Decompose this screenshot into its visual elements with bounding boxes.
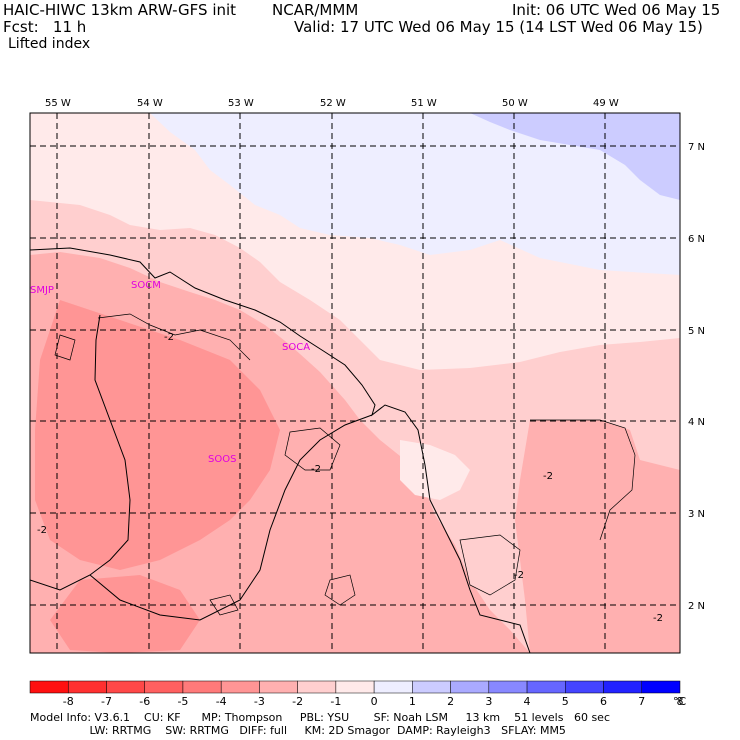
station-soos: SOOS [208,454,236,465]
lon-label: 52 W [320,98,346,109]
colorbar-swatch [259,680,298,694]
border-west [30,314,131,591]
contour-label: -2 [514,570,524,581]
colorbar-tick: -5 [177,695,188,708]
colorbar-swatch [220,680,260,694]
field-positive-band [150,113,680,275]
lon-label: 54 W [137,98,163,109]
colorbar-swatch [412,680,451,694]
colorbar-tick: 2 [447,695,454,708]
init-time: Init: 06 UTC Wed 06 May 15 [512,1,721,19]
lat-labels: 7 N 6 N 5 N 4 N 3 N 2 N [688,142,705,612]
colorbar-tick: 3 [485,695,492,708]
contour-label: -2 [311,464,321,475]
field-minus3-band [35,300,280,570]
station-soca: SOCA [282,342,310,353]
coastlines [30,247,531,653]
map-frame [29,112,681,654]
lon-label: 49 W [593,98,619,109]
colorbar-swatch [182,680,222,694]
field-dry-patch-2 [460,535,520,595]
station-socm: SOCM [131,280,161,291]
colorbar-tick: -3 [254,695,265,708]
model-info-line2: LW: RRTMG SW: RRTMG DIFF: full KM: 2D Sm… [30,724,566,737]
colorbar-swatch [450,680,490,694]
colorbar-tick: -7 [101,695,112,708]
valid-time: Valid: 17 UTC Wed 06 May 15 (14 LST Wed … [294,18,703,36]
border-east [89,414,373,621]
colorbar-tick: 6 [600,695,607,708]
model-title: HAIC-HIWC 13km ARW-GFS init [3,1,237,19]
colorbar-unit: °C [673,695,687,708]
colorbar-tick: 1 [409,695,416,708]
colorbar-tick: -1 [330,695,341,708]
field-minus3-south [50,575,200,653]
colorbar-swatch [29,680,69,694]
colorbar-tick: -4 [216,695,227,708]
contour-label: -2 [37,525,47,536]
field-name: Lifted index [8,36,91,52]
colorbar-swatch [297,680,337,694]
colorbar-swatch [144,680,184,694]
colorbar-tick: 4 [524,695,531,708]
colorbar-tick: 7 [638,695,645,708]
lat-label: 7 N [688,142,705,153]
lat-label: 5 N [688,326,705,337]
lat-label: 2 N [688,601,705,612]
lon-label: 51 W [411,98,437,109]
lat-label: 3 N [688,509,705,520]
lat-label: 4 N [688,417,705,428]
lat-lon-grid [30,113,680,653]
lat-label: 6 N [688,234,705,245]
colorbar-tick: 8 [677,695,684,708]
colorbar: -8 -7 -6 -5 -4 -3 -2 -1 0 1 2 3 4 5 6 7 8 [29,680,684,708]
colorbar-swatch [488,680,528,694]
lon-labels: 55 W 54 W 53 W 52 W 51 W 50 W 49 W [45,98,619,109]
colorbar-swatch [526,680,566,694]
station-smjp: SMJP [30,285,54,296]
colorbar-tick: -6 [139,695,150,708]
colorbar-swatch [67,680,107,694]
contour-lines [54,313,636,616]
forecast-hour: Fcst: 11 h [3,18,87,36]
center-name: NCAR/MMM [272,1,359,19]
lifted-index-field [30,113,680,653]
lon-label: 53 W [228,98,254,109]
field-dry-patch [400,440,470,500]
colorbar-tick: 5 [562,695,569,708]
coastline [30,247,531,653]
colorbar-tick: 0 [371,695,378,708]
contour-label: -2 [653,613,663,624]
contour-value-labels: -2 -2 -2 -2 -2 -2 [37,332,663,624]
colorbar-swatch [565,680,604,694]
colorbar-tick: -8 [63,695,74,708]
colorbar-tick: -2 [292,695,303,708]
contour-label: -2 [164,332,174,343]
field-positive-band-2 [470,113,680,200]
station-labels: SMJP SOCM SOCA SOOS [30,280,310,465]
colorbar-swatch [603,680,643,694]
colorbar-swatch [106,680,145,694]
lon-label: 50 W [502,98,528,109]
colorbar-swatch [641,680,681,694]
colorbar-swatch [373,680,413,694]
model-info-line1: Model Info: V3.6.1 CU: KF MP: Thompson P… [30,711,610,724]
lon-label: 55 W [45,98,71,109]
field-minus2-east [515,420,680,653]
colorbar-swatch [335,680,375,694]
contour-label: -2 [543,471,553,482]
